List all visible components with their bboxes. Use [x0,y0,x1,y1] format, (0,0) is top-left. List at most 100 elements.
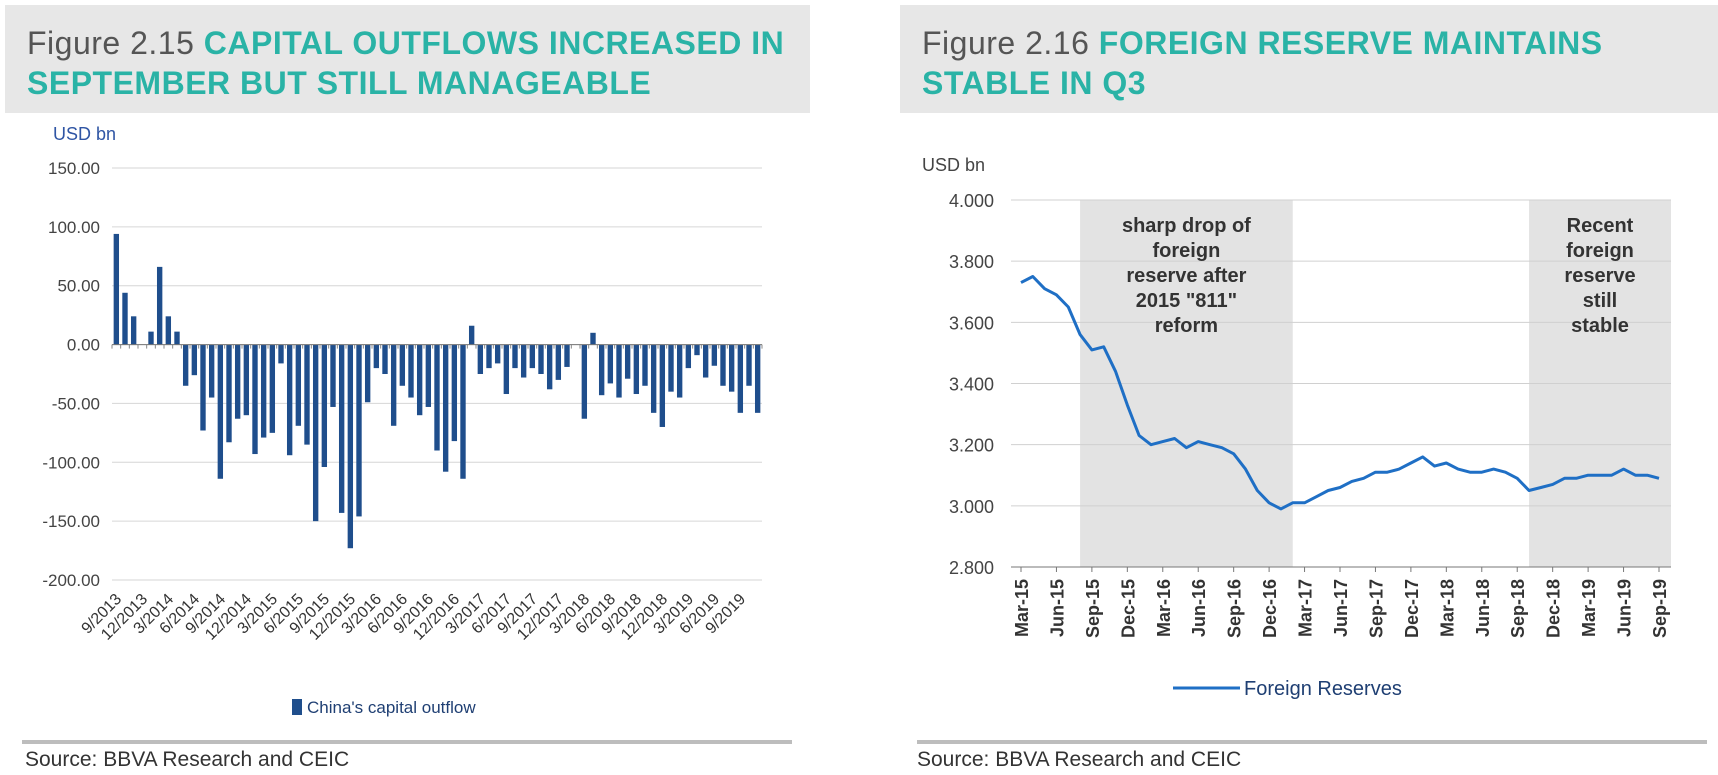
bar [451,344,458,442]
x-tick-label: Mar-16 [1154,579,1174,637]
bar [494,344,501,364]
bar [304,344,310,445]
x-tick-label: Sep-18 [1508,579,1528,638]
x-tick-label: Mar-15 [1012,579,1032,637]
bar [113,233,120,345]
bar [174,331,180,345]
bar [607,344,614,384]
x-tick-label: Sep-19 [1650,579,1670,638]
bar [650,344,657,413]
bar [390,344,397,426]
annotation-text: 2015 "811" [1136,290,1237,312]
y-axis-unit-label: USD bn [922,155,985,175]
annotation-text: sharp drop of [1122,215,1251,237]
left-figure-label: Figure 2.15 [27,25,195,61]
bar [598,344,605,396]
y-tick-label: 150.00 [48,159,100,178]
x-tick-label: Jun-16 [1189,579,1209,637]
x-tick-label: Dec-18 [1544,579,1564,638]
capital-outflow-chart: USD bn 150.00 100.00 50.00 0.00 -50.00 -100.00… [42,124,763,717]
left-source-divider [22,740,792,744]
y-tick-label: -150.00 [42,512,100,531]
x-tick-label: Mar-17 [1296,579,1316,637]
y-tick-label: 2.800 [949,558,994,578]
bar [685,344,692,369]
bar [182,344,189,386]
bar [624,344,631,379]
left-figure-panel: Figure 2.15 CAPITAL OUTFLOWS INCREASED I… [0,0,810,775]
y-tick-label: 0.00 [67,336,100,355]
left-source-text: Source: BBVA Research and CEIC [25,748,350,771]
bar [538,344,544,374]
annotation-text: foreign [1566,240,1634,262]
y-tick-label: 4.000 [949,191,994,211]
bar [728,344,735,392]
right-figure-heading: FOREIGN RESERVE MAINTAINS STABLE IN Q3 [922,25,1603,101]
x-tick-label: Jun-19 [1615,579,1635,637]
bar [148,331,154,345]
bar [364,344,371,403]
bar [633,344,640,395]
bar [382,344,388,374]
bar [200,344,206,431]
bar [512,344,518,369]
annotation-text: still [1583,290,1617,312]
bar [616,344,622,398]
annotation-text: reserve [1564,265,1635,287]
bar [278,344,284,364]
bar [156,266,163,345]
bar [191,344,198,376]
y-tick-label: -200.00 [42,571,100,590]
x-tick-label: Jun-17 [1331,579,1351,637]
right-figure-panel: Figure 2.16 FOREIGN RESERVE MAINTAINS ST… [895,0,1718,775]
bar [555,344,562,380]
y-tick-label: -50.00 [52,394,100,413]
annotation-text: foreign [1153,240,1221,262]
bar [399,344,406,386]
bar [746,344,752,386]
x-tick-label: Mar-18 [1437,579,1457,637]
x-tick-label: Sep-16 [1225,579,1245,638]
bar [234,344,241,419]
bar [312,344,319,522]
right-source-divider [917,740,1707,744]
bar [468,325,475,345]
bar [165,316,172,345]
x-tick-label: Sep-17 [1366,579,1386,638]
y-tick-label: -100.00 [42,453,100,472]
y-tick-label: 3.200 [949,436,994,456]
y-tick-label: 3.600 [949,313,994,333]
series-line-foreign-reserves [1020,275,1660,511]
bar [460,344,466,479]
y-tick-label: 3.400 [949,375,994,395]
annotation-text: stable [1571,315,1629,337]
left-figure-title: Figure 2.15 CAPITAL OUTFLOWS INCREASED I… [27,23,792,103]
bar [564,344,570,367]
bar [737,344,744,413]
y-tick-label: 50.00 [57,277,100,296]
bar [347,344,354,549]
bar [694,344,700,356]
x-tick-label: Dec-16 [1260,579,1280,638]
bar [676,344,683,398]
annotation-text: Recent [1567,215,1634,237]
bar [581,344,588,419]
bar [486,344,492,369]
x-tick-label: Sep-15 [1083,579,1103,638]
bar [243,344,250,416]
right-figure-label: Figure 2.16 [922,25,1090,61]
left-figure-heading: CAPITAL OUTFLOWS INCREASED IN SEPTEMBER … [27,25,785,101]
bar [546,344,553,390]
bar [711,344,718,366]
foreign-reserve-chart: USD bn 4.000 3.800 3.600 3.400 3.200 3.000 2.80… [922,155,1671,700]
bar [338,344,345,513]
bar [408,344,414,398]
bar [529,344,536,369]
x-tick-label: Dec-15 [1118,579,1138,638]
bar [269,344,276,433]
bar [659,344,666,427]
right-figure-title-box: Figure 2.16 FOREIGN RESERVE MAINTAINS ST… [900,5,1718,113]
bar [226,344,232,443]
bar [416,344,423,416]
bar [295,344,302,426]
